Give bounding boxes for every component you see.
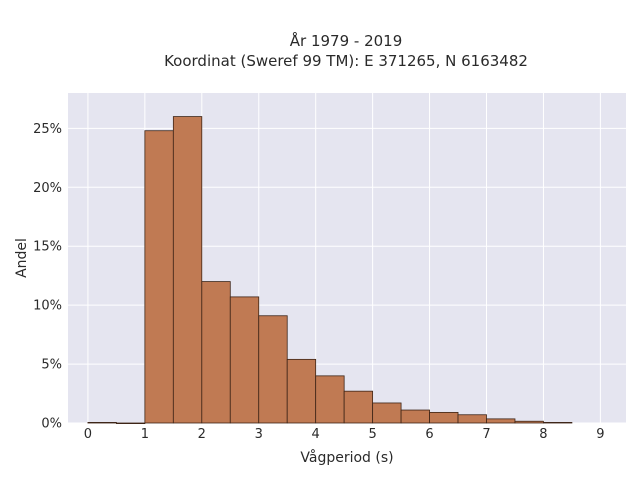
x-tick-label: 8 xyxy=(539,427,547,442)
histogram-bar xyxy=(514,420,544,424)
histogram-bar xyxy=(429,411,459,424)
x-tick-label: 4 xyxy=(312,427,320,442)
y-tick-label: 0% xyxy=(41,417,62,432)
x-tick-label: 2 xyxy=(198,427,206,442)
chart-title-line-2: Koordinat (Sweref 99 TM): E 371265, N 61… xyxy=(164,52,528,70)
chart-title-line-1: År 1979 - 2019 xyxy=(290,31,403,50)
x-axis-ticks: 0 1 2 3 4 5 6 7 8 9 xyxy=(84,427,605,442)
y-tick-label: 25% xyxy=(33,122,62,137)
y-axis-ticks: 0% 5% 10% 15% 20% 25% xyxy=(33,122,62,432)
x-tick-label: 0 xyxy=(84,427,92,442)
histogram-bar xyxy=(229,296,260,424)
y-axis-label: Andel xyxy=(14,238,30,278)
histogram-bar xyxy=(87,422,117,424)
histogram-bar xyxy=(115,422,146,425)
x-tick-label: 9 xyxy=(596,427,604,442)
x-tick-label: 6 xyxy=(425,427,433,442)
histogram-bar xyxy=(543,422,573,424)
x-tick-label: 1 xyxy=(141,427,149,442)
x-tick-label: 7 xyxy=(482,427,490,442)
histogram-bar xyxy=(315,375,345,424)
histogram-bar xyxy=(372,402,402,424)
x-axis-label: Vågperiod (s) xyxy=(300,449,393,466)
y-tick-label: 10% xyxy=(33,299,62,314)
histogram-bar xyxy=(486,418,516,424)
histogram-bar xyxy=(286,358,317,424)
bars xyxy=(87,116,573,425)
histogram-bar xyxy=(258,315,288,424)
histogram-bar xyxy=(400,409,430,424)
histogram-bar xyxy=(144,130,174,424)
x-tick-label: 5 xyxy=(368,427,376,442)
y-tick-label: 15% xyxy=(33,240,62,255)
histogram-bar xyxy=(201,281,231,424)
histogram-bar xyxy=(172,116,203,424)
x-tick-label: 3 xyxy=(255,427,263,442)
y-tick-label: 20% xyxy=(33,181,62,196)
y-tick-label: 5% xyxy=(41,358,62,373)
histogram-bar xyxy=(457,414,487,424)
histogram-bar xyxy=(343,390,374,424)
